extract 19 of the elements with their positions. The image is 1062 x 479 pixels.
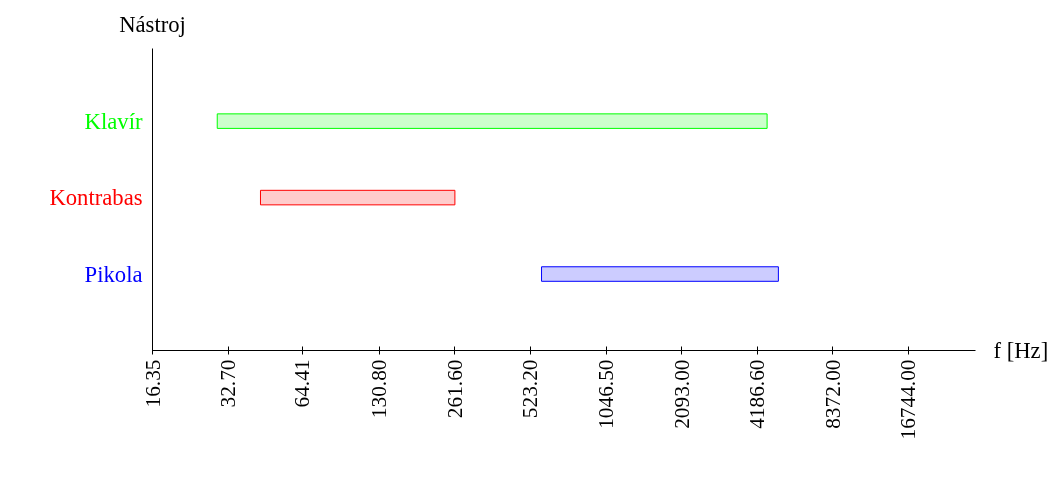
y-tick-label: Klavír <box>84 108 143 134</box>
x-tick-label: 16.35 <box>140 359 165 408</box>
x-tick-label: 523.20 <box>518 359 543 419</box>
bar <box>541 266 779 282</box>
y-axis-title: Nástroj <box>119 11 186 37</box>
x-tick-label: 130.80 <box>367 359 392 419</box>
bar <box>259 189 456 206</box>
x-tick-label: 16744.00 <box>896 359 921 440</box>
x-tick-label: 32.70 <box>216 359 241 408</box>
x-tick-label: 4186.60 <box>745 359 770 429</box>
y-tick-label: Pikola <box>84 261 143 287</box>
x-axis-title: f [Hz] <box>993 338 1049 363</box>
x-tick-label: 2093.00 <box>669 359 694 429</box>
x-tick-label: 261.60 <box>442 359 467 419</box>
bar <box>216 113 768 129</box>
x-tick-label: 8372.00 <box>820 359 845 429</box>
x-tick-label: 64.41 <box>290 359 315 408</box>
y-tick-label: Kontrabas <box>49 185 143 211</box>
x-tick-label: 1046.50 <box>594 359 619 429</box>
